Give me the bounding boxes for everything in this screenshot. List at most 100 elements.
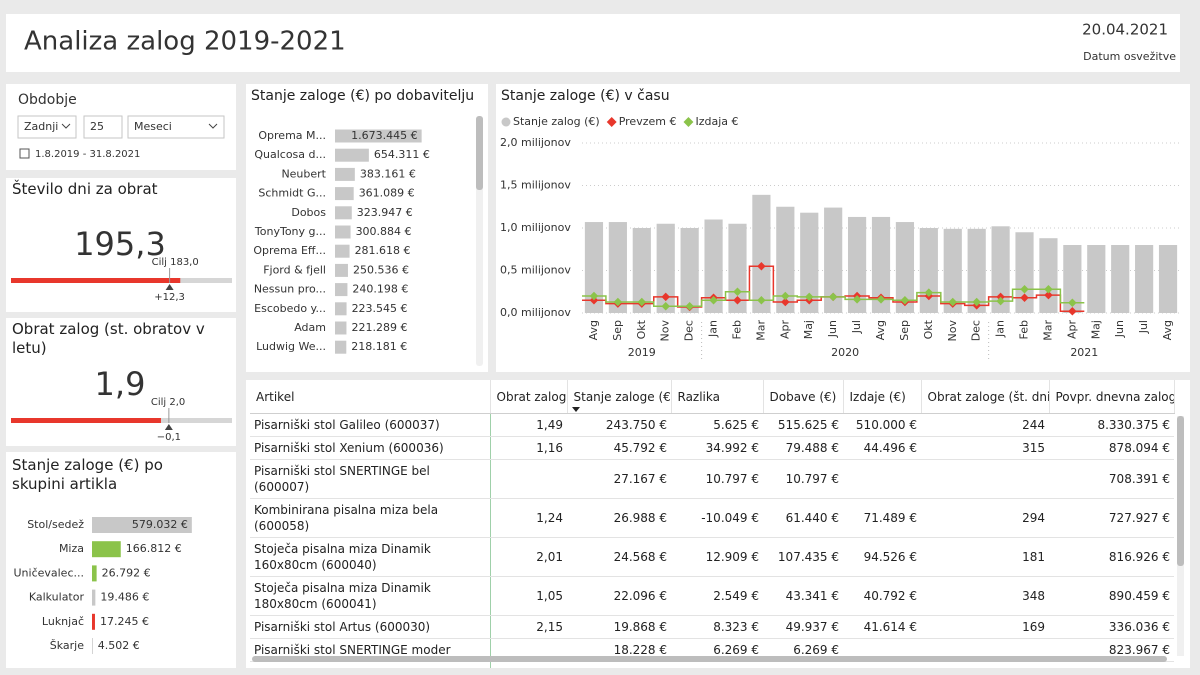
column-header[interactable]: Artikel — [250, 380, 491, 414]
cell-text: 43.341 € — [785, 589, 839, 603]
count-input[interactable] — [83, 115, 123, 139]
value-label: 383.161 € — [360, 167, 416, 180]
bar — [752, 194, 771, 313]
category-label: Qualcosa d... — [254, 148, 326, 161]
cell-text: 19.868 € — [613, 620, 667, 634]
table-cell: 1,16 — [490, 436, 567, 460]
category-label: Oprema Eff... — [253, 244, 326, 257]
table-cell — [843, 459, 921, 499]
table-cell: 10.797 € — [763, 459, 843, 499]
cell-text: Pisarniški stol Artus (600030) — [254, 620, 431, 634]
category-label: Dobos — [291, 206, 326, 219]
point — [948, 297, 958, 307]
cell-text: 22.096 € — [613, 589, 667, 603]
x-tick-label: Feb — [1018, 320, 1031, 339]
point — [685, 301, 694, 311]
cell-text: 823.967 € — [1108, 643, 1170, 657]
mode-dropdown[interactable] — [17, 115, 77, 139]
table-cell: 2,01 — [490, 537, 567, 577]
chart-title: Stanje zaloge (€) po dobavitelju — [251, 88, 475, 104]
point — [661, 292, 670, 302]
bar — [335, 263, 348, 277]
table-row: Kombinirana pisalna miza bela (600058) 1,… — [250, 498, 1174, 538]
h-scrollbar[interactable] — [252, 656, 1167, 662]
bar — [847, 216, 867, 313]
table-cell: Pisarniški stol Artus (600030) — [250, 615, 491, 639]
bar — [584, 222, 604, 313]
column-header[interactable]: Obrat zalog — [490, 380, 568, 414]
bar — [704, 219, 723, 313]
value-label: 1.673.445 € — [351, 129, 417, 142]
cell-text: 1,16 — [536, 441, 563, 455]
bar — [1015, 232, 1034, 313]
table-cell: Stoječa pisalna miza Dinamik 180x80cm (6… — [250, 576, 491, 616]
column-header[interactable]: Dobave (€) — [763, 380, 844, 414]
bar — [800, 212, 819, 313]
unit-dropdown[interactable] — [127, 115, 225, 139]
table-row: Pisarniški stol Artus (600030) 2,15 19.868… — [250, 615, 1174, 639]
kpi-title: Število dni za obrat — [12, 180, 158, 198]
bar — [335, 283, 348, 297]
cell-text: 890.459 € — [1108, 589, 1170, 603]
cell-text: 181 — [1022, 550, 1045, 564]
table-row: Pisarniški stol Xenium (600036) 1,16 45.79… — [250, 436, 1174, 460]
point — [757, 262, 766, 271]
bar — [728, 223, 747, 313]
table-cell: 515.625 € — [763, 413, 843, 437]
table-cell: 10.797 € — [671, 459, 763, 499]
table-cell: 890.459 € — [1049, 576, 1174, 616]
column-header[interactable]: Stanje zaloge (€) — [567, 380, 672, 414]
scrollbar-thumb[interactable] — [1177, 416, 1184, 566]
table-cell: 1,05 — [490, 576, 567, 616]
chart-title: Stanje zaloge (€) po skupini artikla — [12, 456, 163, 493]
scrollbar-thumb[interactable] — [476, 116, 483, 190]
category-label: Escobedo y... — [254, 302, 326, 315]
mode-value: Zadnji — [24, 120, 58, 133]
x-tick-label: Dec — [970, 320, 983, 341]
bar — [776, 206, 795, 313]
point — [589, 296, 599, 305]
x-tick-label: Nov — [946, 320, 959, 342]
bar — [92, 565, 97, 582]
column-header[interactable]: Povpr. dnevna zaloga — [1049, 380, 1175, 414]
bar — [335, 302, 347, 316]
x-tick-label: Mar — [754, 320, 767, 341]
column-header[interactable]: Obrat zaloge (št. dni) — [921, 380, 1050, 414]
cell-text: 26.988 € — [613, 511, 667, 525]
table-cell: 41.614 € — [843, 615, 921, 639]
point — [781, 297, 790, 307]
point — [876, 295, 886, 304]
total-row: Skupaj1,86813.869 €-382.634 € 3.110.276 €… — [250, 661, 1174, 668]
point — [804, 292, 814, 302]
table-cell: 8.330.375 € — [1049, 413, 1174, 437]
value-label: 323.947 € — [357, 206, 413, 219]
table-cell: 94.526 € — [843, 537, 921, 577]
table-cell: 243.750 € — [567, 413, 671, 437]
unit-value: Meseci — [134, 120, 172, 133]
y-tick-label: 2,0 milijonov — [500, 136, 571, 149]
kpi-target-marker — [164, 424, 173, 430]
cell-text: 10.797 € — [785, 472, 839, 486]
cell-text: 34.992 € — [705, 441, 759, 455]
column-header[interactable]: Izdaje (€) — [843, 380, 922, 414]
table-cell: 708.391 € — [1049, 459, 1174, 499]
column-header[interactable]: Razlika — [671, 380, 764, 414]
legend-marker — [501, 117, 511, 127]
category-label: Luknjač — [42, 615, 84, 628]
header-row: Artikel Obrat zalog Stanje zaloge (€) Razli… — [250, 380, 1175, 414]
x-tick-label: Maj — [1089, 320, 1102, 339]
table-cell: 315 — [921, 436, 1049, 460]
table-cell: 727.927 € — [1049, 498, 1174, 538]
point — [900, 296, 910, 305]
table-cell: 45.792 € — [567, 436, 671, 460]
point — [1044, 284, 1053, 294]
table-cell: 1,49 — [490, 413, 567, 437]
x-tick-label: Okt — [922, 319, 935, 339]
bar — [92, 541, 121, 558]
bar — [919, 228, 938, 313]
bar — [1063, 245, 1082, 313]
table-cell: 2.549 € — [671, 576, 763, 616]
cell-text: 1,05 — [536, 589, 563, 603]
cell-text: 49.937 € — [785, 620, 839, 634]
point — [733, 296, 742, 305]
